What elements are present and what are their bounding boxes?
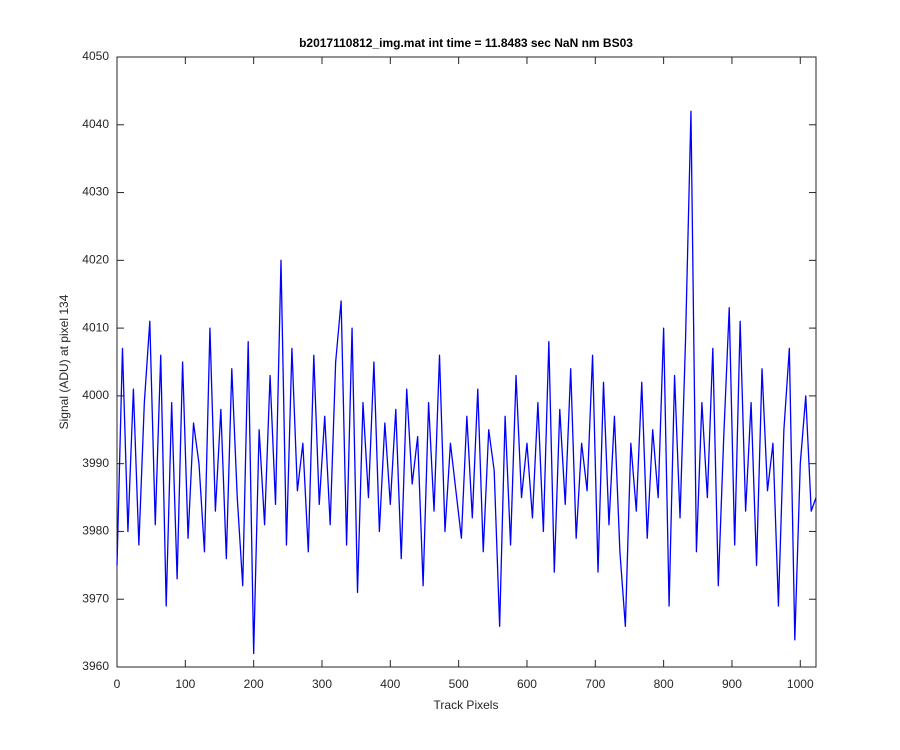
y-tick-label: 4000: [82, 388, 109, 402]
plot-area: [116, 56, 817, 668]
y-tick-label: 4020: [82, 253, 109, 267]
x-axis-label: Track Pixels: [434, 698, 499, 712]
data-line: [116, 110, 817, 655]
y-tick-label: 4040: [82, 117, 109, 131]
y-tick-label: 4030: [82, 185, 109, 199]
x-tick-label: 600: [517, 677, 537, 691]
y-axis-label: Signal (ADU) at pixel 134: [57, 294, 71, 429]
x-tick-label: 100: [175, 677, 195, 691]
x-tick-label: 200: [244, 677, 264, 691]
x-tick-label: 0: [114, 677, 121, 691]
x-tick-label: 400: [380, 677, 400, 691]
x-tick-label: 300: [312, 677, 332, 691]
y-tick-label: 3960: [82, 659, 109, 673]
y-tick-label: 3980: [82, 524, 109, 538]
x-tick-label: 700: [585, 677, 605, 691]
chart-title: b2017110812_img.mat int time = 11.8483 s…: [299, 36, 633, 50]
x-tick-label: 500: [449, 677, 469, 691]
y-tick-label: 4010: [82, 320, 109, 334]
y-tick-label: 3970: [82, 591, 109, 605]
x-tick-label: 1000: [787, 677, 814, 691]
y-tick-label: 4050: [82, 49, 109, 63]
x-tick-label: 900: [722, 677, 742, 691]
y-tick-label: 3990: [82, 456, 109, 470]
x-tick-label: 800: [654, 677, 674, 691]
